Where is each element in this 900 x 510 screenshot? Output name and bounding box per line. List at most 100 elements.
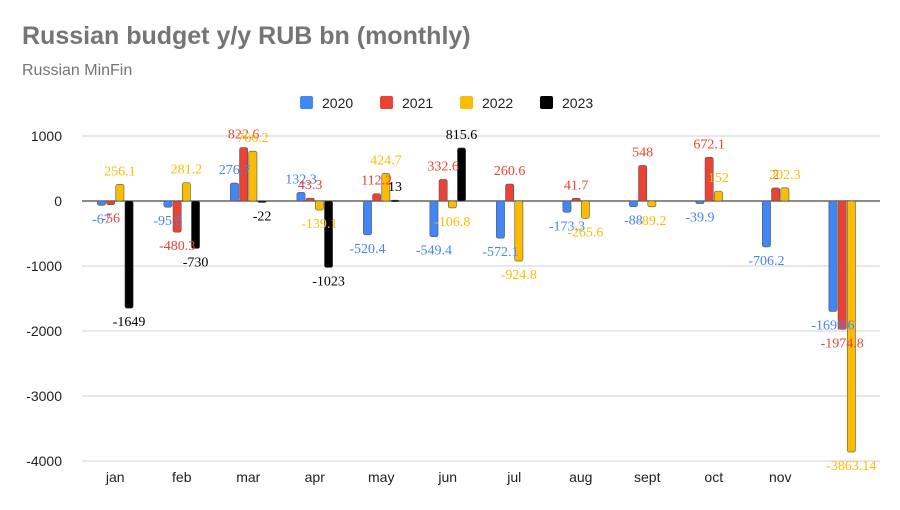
bar — [97, 200, 106, 206]
data-label: -95.5 — [153, 214, 182, 229]
data-label: -88 — [624, 214, 643, 229]
bar — [580, 200, 590, 219]
chart-title: Russian budget y/y RUB bn (monthly) — [22, 22, 471, 50]
bar — [762, 200, 771, 248]
data-label: -706.2 — [748, 254, 784, 269]
data-label: 41.7 — [564, 178, 589, 193]
data-label: -56 — [101, 212, 120, 227]
x-tick-label: sept — [634, 469, 661, 485]
data-label: -1699.6 — [811, 318, 854, 333]
x-tick-label: may — [368, 469, 394, 485]
bar — [191, 200, 200, 249]
y-tick-label: 1000 — [31, 128, 62, 144]
data-label: 43.3 — [298, 178, 323, 193]
bar — [695, 200, 705, 204]
y-tick-label: 0 — [54, 193, 62, 209]
y-tick-label: -3000 — [26, 388, 62, 404]
data-label: 202.3 — [769, 168, 801, 183]
data-label: -1974.8 — [821, 336, 864, 351]
legend-swatch — [540, 96, 553, 109]
data-label: -3863.14 — [826, 459, 876, 474]
legend-label: 2023 — [562, 95, 593, 111]
bar — [562, 200, 572, 213]
bar — [647, 200, 657, 208]
x-tick-label: jul — [506, 469, 521, 485]
bar — [163, 200, 173, 208]
bar — [181, 182, 191, 202]
bar — [846, 200, 856, 453]
data-label: 132.3 — [285, 172, 317, 187]
bar — [514, 200, 524, 262]
bar — [704, 157, 714, 202]
data-label: -67 — [92, 212, 111, 227]
bar — [172, 200, 182, 233]
x-tick-label: mar — [236, 469, 260, 485]
data-label: 260.6 — [494, 164, 526, 179]
legend-label: 2022 — [482, 95, 513, 111]
legend-swatch — [460, 96, 473, 109]
bar — [771, 187, 781, 202]
bar — [239, 147, 249, 202]
data-label: -520.4 — [349, 242, 385, 257]
data-label: 281.2 — [171, 163, 203, 178]
bar — [106, 200, 116, 205]
data-label: 152 — [708, 171, 729, 186]
x-tick-label: feb — [172, 469, 192, 485]
y-tick-label: -1000 — [26, 258, 62, 274]
bar — [115, 184, 125, 202]
y-tick-label: -2000 — [26, 323, 62, 339]
x-tick-label: aug — [569, 469, 592, 485]
data-label: -22 — [253, 209, 272, 224]
data-label: 112.2 — [361, 174, 392, 189]
bar — [124, 200, 134, 309]
data-label: -265.6 — [567, 225, 603, 240]
data-label: -924.8 — [501, 268, 537, 283]
bar — [372, 193, 382, 202]
bar — [230, 182, 239, 202]
legend-swatch — [380, 96, 393, 109]
legend-label: 2021 — [402, 95, 433, 111]
bar — [390, 199, 400, 202]
bar — [305, 197, 315, 202]
bar — [363, 200, 372, 236]
data-label: 256.1 — [104, 164, 136, 179]
bar — [381, 173, 391, 202]
bar — [828, 200, 838, 312]
data-label: 424.7 — [370, 153, 402, 168]
data-label: 13 — [388, 180, 402, 195]
bar — [296, 192, 306, 202]
y-tick-label: -4000 — [26, 453, 62, 469]
bar — [457, 147, 466, 202]
data-label: 2 — [772, 168, 779, 183]
x-tick-label: oct — [704, 469, 723, 485]
bar — [638, 165, 648, 202]
bar — [496, 200, 505, 239]
bar — [324, 200, 333, 268]
data-label: -480.3 — [159, 239, 195, 254]
legend-label: 2020 — [322, 95, 353, 111]
data-label: 276.7 — [219, 163, 251, 178]
x-tick-label: apr — [305, 469, 326, 485]
bar — [629, 200, 638, 208]
bar — [505, 183, 515, 202]
data-label: 822.6 — [228, 128, 260, 143]
data-label: 815.6 — [446, 128, 478, 143]
bar — [837, 200, 847, 330]
data-label: 332.6 — [427, 159, 459, 174]
bar — [248, 150, 258, 202]
data-label: -173.3 — [549, 219, 585, 234]
legend-swatch — [300, 96, 313, 109]
data-label: -139.1 — [301, 217, 337, 232]
bar — [571, 197, 581, 202]
x-tick-label: jun — [437, 469, 457, 485]
bar — [780, 187, 790, 202]
bar — [429, 200, 439, 238]
data-label: -89.2 — [637, 214, 666, 229]
x-tick-label: jan — [105, 469, 125, 485]
data-label: -39.9 — [685, 211, 714, 226]
data-label: 548 — [632, 145, 653, 160]
data-label: -572.1 — [482, 245, 518, 260]
data-label: -549.4 — [416, 244, 452, 259]
data-label: -106.8 — [434, 215, 470, 230]
bar — [713, 190, 723, 202]
